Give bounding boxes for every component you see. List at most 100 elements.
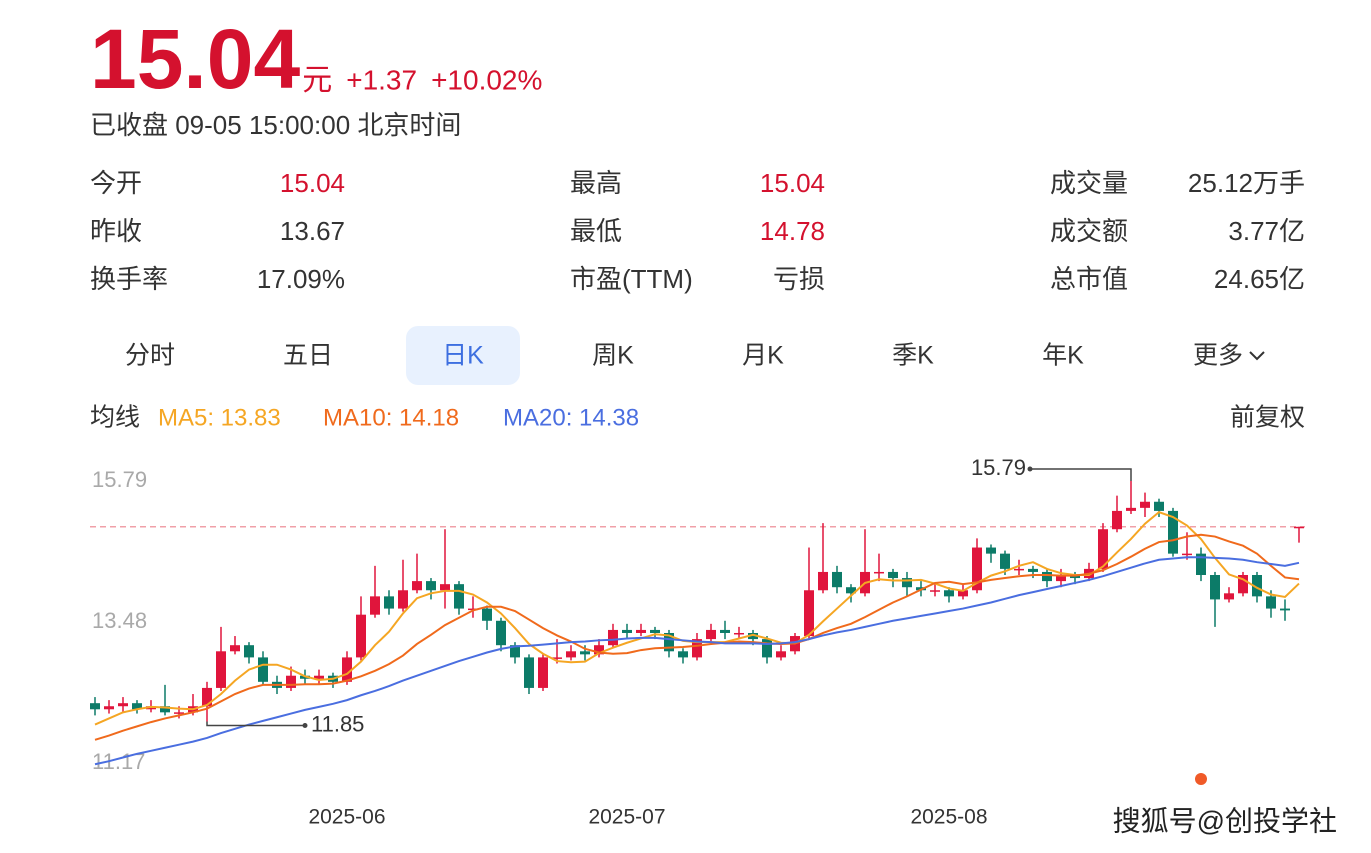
candle-body — [538, 657, 548, 688]
candle-body — [902, 578, 912, 588]
price: 15.04 — [90, 12, 300, 106]
legend-entry: MA20: 14.38 — [503, 404, 639, 431]
stat-value: 14.78 — [760, 216, 825, 246]
stat-label: 最低 — [570, 216, 622, 246]
stat-value: 25.12万手 — [1188, 168, 1305, 198]
stat-value: 24.65亿 — [1214, 264, 1305, 294]
candle-body — [202, 687, 212, 707]
stat-value: 3.77亿 — [1228, 216, 1305, 246]
candle-body — [706, 629, 716, 640]
candle-body — [384, 596, 394, 609]
x-tick-label: 2025-06 — [308, 806, 385, 829]
candle-body — [510, 645, 520, 658]
candle-body — [104, 706, 114, 710]
candle-body — [1196, 553, 1206, 575]
candle-body — [580, 651, 590, 655]
chevron — [1249, 351, 1265, 361]
tab-active-bg — [406, 326, 520, 385]
stat-value: 17.09% — [257, 264, 345, 294]
candle-body — [160, 706, 170, 713]
candle-body — [636, 629, 646, 633]
x-tick-label: 2025-08 — [910, 806, 987, 829]
candle-body — [692, 639, 702, 658]
tab[interactable]: 五日 — [283, 342, 333, 370]
x-tick-label: 2025-07 — [588, 806, 665, 829]
candle-body — [930, 590, 940, 592]
candle-body — [258, 657, 268, 682]
candle-body — [90, 703, 100, 710]
tab[interactable]: 分时 — [125, 342, 175, 370]
candle-body — [944, 590, 954, 597]
stat-label: 换手率 — [90, 264, 168, 294]
stat-label: 总市值 — [1050, 264, 1128, 294]
tab[interactable]: 月K — [742, 342, 784, 370]
market-status: 已收盘 09-05 15:00:00 北京时间 — [90, 110, 461, 140]
candle-body — [454, 584, 464, 609]
candle-body — [1238, 575, 1248, 594]
low-dot — [302, 722, 308, 728]
adjust-mode[interactable]: 前复权 — [1230, 404, 1305, 432]
candle-body — [1280, 608, 1290, 611]
candle-body — [1266, 596, 1276, 609]
candle-body — [1294, 526, 1304, 529]
candle-body — [244, 645, 254, 658]
candle-body — [986, 547, 996, 554]
candle-body — [720, 629, 730, 633]
candle-body — [1000, 553, 1010, 569]
candle-body — [482, 608, 492, 621]
candle-body — [1042, 571, 1052, 582]
candle-body — [650, 629, 660, 633]
watermark: 搜狐号@创投学社 — [1113, 805, 1337, 836]
tab[interactable]: 周K — [592, 342, 634, 370]
candle-body — [846, 587, 856, 594]
candle-body — [608, 629, 618, 646]
tab[interactable]: 更多 — [1193, 342, 1243, 370]
candle-body — [440, 584, 450, 591]
candle-body — [230, 645, 240, 652]
stat-label: 最高 — [570, 168, 622, 198]
candle-body — [1140, 501, 1150, 508]
y-tick-label: 11.17 — [92, 749, 145, 774]
ma-title: 均线 — [90, 404, 140, 432]
candle-body — [524, 657, 534, 688]
candle-body — [566, 651, 576, 658]
price-unit: 元 — [302, 64, 332, 97]
candle-body — [748, 632, 758, 640]
candle-body — [132, 703, 142, 710]
candle-body — [286, 675, 296, 688]
ma-line — [94, 556, 1300, 766]
candle-body — [888, 571, 898, 579]
candle-body — [412, 581, 422, 591]
stat-label: 昨收 — [90, 216, 142, 246]
tab[interactable]: 年K — [1042, 342, 1084, 370]
candle-body — [314, 675, 324, 679]
candle-body — [398, 590, 408, 609]
candle-body — [664, 632, 674, 652]
candle-body — [1098, 529, 1108, 569]
ma-line — [94, 533, 1300, 741]
low-marker — [206, 721, 305, 727]
high-dot — [1027, 466, 1033, 472]
legend-entry: MA10: 14.18 — [323, 404, 459, 431]
candle-body — [1224, 593, 1234, 600]
ma-line — [94, 510, 1300, 726]
candle-body — [958, 590, 968, 597]
candle-body — [1112, 510, 1122, 530]
stat-value: 亏损 — [773, 264, 825, 294]
status-dot — [1195, 773, 1207, 785]
tab[interactable]: 季K — [892, 342, 934, 370]
candle-body — [356, 614, 366, 658]
low-label: 11.85 — [311, 711, 364, 736]
candle-body — [762, 639, 772, 658]
stat-label: 成交额 — [1050, 216, 1128, 246]
candle-body — [1252, 575, 1262, 597]
candle-body — [594, 645, 604, 655]
tab[interactable]: 日K — [442, 342, 484, 370]
stat-label: 市盈(TTM) — [570, 264, 693, 294]
candle-body — [1028, 568, 1038, 572]
candle-body — [118, 703, 128, 707]
candle-body — [1154, 501, 1164, 511]
stat-value: 15.04 — [280, 168, 345, 198]
